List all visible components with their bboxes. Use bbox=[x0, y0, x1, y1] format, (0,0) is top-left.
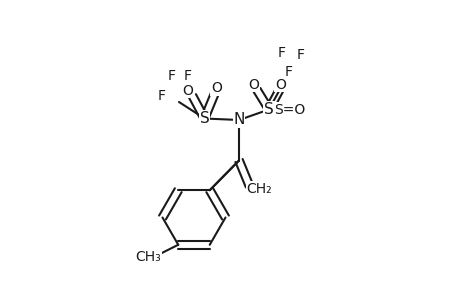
Text: CH₂: CH₂ bbox=[246, 182, 271, 196]
Text: F: F bbox=[157, 89, 165, 103]
Text: F: F bbox=[167, 70, 175, 83]
Text: F: F bbox=[284, 65, 292, 79]
Text: F: F bbox=[277, 46, 285, 60]
Text: F: F bbox=[184, 70, 191, 83]
Text: O: O bbox=[274, 78, 285, 92]
Text: N: N bbox=[233, 112, 244, 128]
Text: O: O bbox=[247, 78, 258, 92]
Text: S: S bbox=[199, 111, 209, 126]
Text: S: S bbox=[263, 102, 273, 117]
Text: CH₃: CH₃ bbox=[135, 250, 161, 264]
Text: S=O: S=O bbox=[273, 103, 304, 116]
Text: F: F bbox=[297, 48, 304, 62]
Text: O: O bbox=[182, 84, 193, 98]
Text: O: O bbox=[211, 82, 221, 95]
